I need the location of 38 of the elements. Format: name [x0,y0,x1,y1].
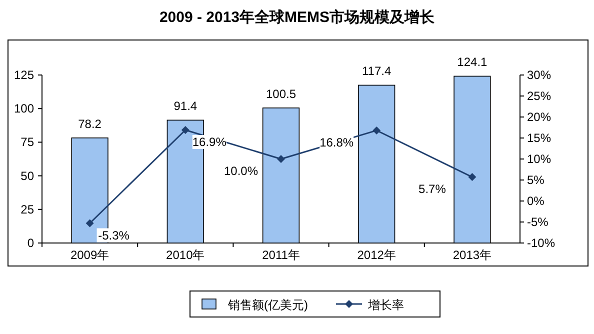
legend-label: 销售额(亿美元) [227,298,308,312]
data-label: 16.8% [320,135,354,150]
point [86,219,94,228]
data-label: 124.1 [457,55,488,70]
data-label: 91.4 [174,99,198,114]
y-tick-label: 100 [14,102,34,116]
x-tick-label: 2012年 [357,248,396,262]
y-tick-label: 0 [27,236,34,250]
y-tick-label: 25 [20,202,34,216]
point [277,155,285,163]
data-label: 117.4 [362,64,392,78]
y2-tick-label: 0% [527,194,545,208]
point [372,126,381,134]
y-tick-label: 50 [20,168,34,183]
y-tick-label: 125 [14,68,34,82]
y2-tick-label: 20% [527,110,552,124]
x-tick-label: 2010年 [166,248,205,262]
y2-tick-label: -10% [527,236,556,250]
y2-tick-label: 25% [527,89,552,103]
y2-tick-label: -5% [527,215,549,229]
point [468,173,476,182]
data-label: 100.5 [266,86,296,101]
y2-tick-label: 15% [527,131,552,145]
legend-label: 增长率 [367,298,404,312]
data-label: 78.2 [78,116,102,131]
data-label: 10.0% [224,164,258,178]
y2-tick-label: 10% [527,152,552,166]
x-tick-label: 2009年 [70,248,110,262]
y-tick-label: 75 [20,135,34,150]
point [181,126,190,134]
x-tick-label: 2013年 [452,248,492,262]
chart-title: 2009 - 2013年全球MEMS市场规模及增长 [159,8,436,26]
y2-tick-label: 5% [527,173,545,187]
y2-tick-label: 30% [527,68,552,82]
x-tick-label: 2011年 [262,248,300,262]
data-label: 5.7% [418,182,446,196]
data-label: 16.9% [192,135,227,150]
data-label: -5.3% [98,228,130,242]
